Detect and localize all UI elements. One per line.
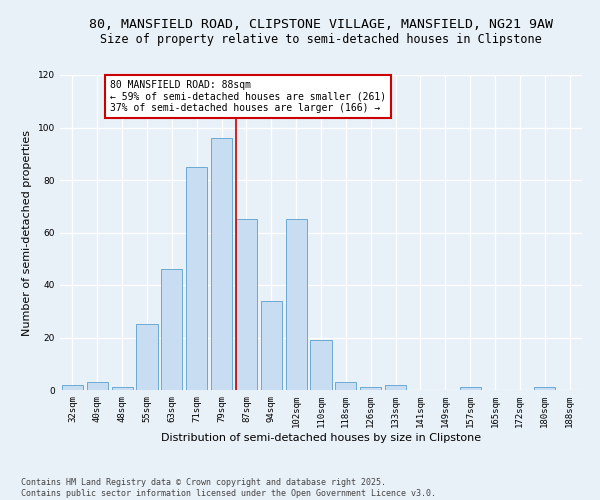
Bar [335,382,356,390]
Bar [261,300,282,390]
Bar [236,220,257,390]
Text: Size of property relative to semi-detached houses in Clipstone: Size of property relative to semi-detach… [100,32,542,46]
Bar [310,340,332,390]
Text: Contains HM Land Registry data © Crown copyright and database right 2025.
Contai: Contains HM Land Registry data © Crown c… [21,478,436,498]
Bar [62,385,83,390]
Bar [460,388,481,390]
Bar [161,269,182,390]
Y-axis label: Number of semi-detached properties: Number of semi-detached properties [22,130,32,336]
Bar [534,388,555,390]
Bar [385,385,406,390]
Bar [186,167,207,390]
Text: 80, MANSFIELD ROAD, CLIPSTONE VILLAGE, MANSFIELD, NG21 9AW: 80, MANSFIELD ROAD, CLIPSTONE VILLAGE, M… [89,18,553,30]
Bar [87,382,108,390]
Bar [112,388,133,390]
Text: 80 MANSFIELD ROAD: 88sqm
← 59% of semi-detached houses are smaller (261)
37% of : 80 MANSFIELD ROAD: 88sqm ← 59% of semi-d… [110,80,386,114]
X-axis label: Distribution of semi-detached houses by size in Clipstone: Distribution of semi-detached houses by … [161,432,481,442]
Bar [136,324,158,390]
Bar [211,138,232,390]
Bar [286,220,307,390]
Bar [360,388,381,390]
